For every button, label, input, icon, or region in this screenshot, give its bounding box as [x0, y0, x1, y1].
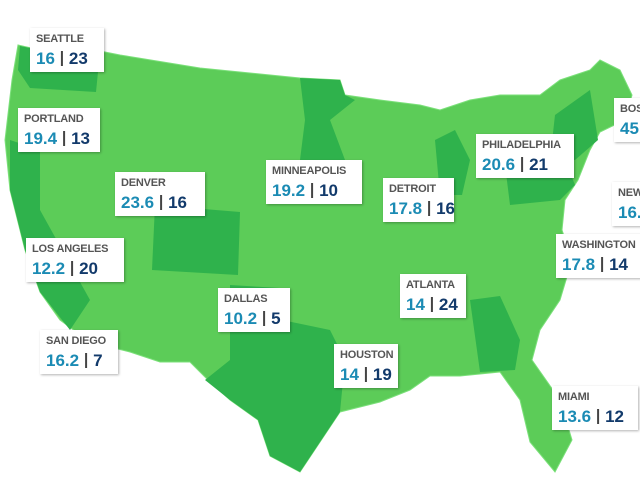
california — [10, 140, 90, 330]
value-a: 10.2 — [224, 309, 257, 328]
value-b: 13 — [71, 129, 90, 148]
value-a: 17.8 — [389, 199, 422, 218]
city-label: DALLAS 10.2 5 — [218, 288, 290, 332]
colorado — [152, 205, 240, 275]
label-box — [26, 238, 124, 282]
city-label: PORTLAND 19.4 13 — [18, 108, 100, 152]
city-name: MINNEAPOLIS — [272, 165, 346, 177]
value-a: 16 — [36, 49, 55, 68]
georgia — [470, 296, 520, 372]
city-label: DENVER 23.6 16 — [115, 172, 205, 216]
value-a: 13.6 — [558, 407, 591, 426]
label-box — [266, 160, 362, 204]
city-label: WASHINGTON 17.8 14 — [556, 234, 640, 278]
value-b: 12 — [605, 407, 624, 426]
highlighted-states — [10, 42, 598, 472]
value-a: 12.2 — [32, 259, 65, 278]
city-name: WASHINGTON — [562, 239, 636, 251]
value-b: 14 — [609, 255, 628, 274]
city-name: ATLANTA — [406, 279, 455, 291]
separator — [60, 51, 63, 66]
city-label: NEW YORK 16.8 — [612, 182, 640, 226]
label-box — [30, 28, 104, 72]
value-b: 23 — [69, 49, 88, 68]
value-b: 7 — [93, 351, 102, 370]
city-name: HOUSTON — [340, 349, 394, 361]
city-name: SAN DIEGO — [46, 335, 107, 347]
label-box — [556, 234, 640, 278]
city-label: SAN DIEGO 16.2 7 — [40, 330, 118, 374]
city-label: LOS ANGELES 12.2 20 — [26, 238, 124, 282]
separator — [71, 261, 74, 276]
city-name: PHILADELPHIA — [482, 139, 561, 151]
city-name: DETROIT — [389, 183, 436, 195]
city-name: LOS ANGELES — [32, 243, 108, 255]
value-b: 16 — [436, 199, 455, 218]
separator — [160, 195, 163, 210]
label-box — [614, 98, 640, 142]
city-label: SEATTLE 16 23 — [30, 28, 104, 72]
city-name: SEATTLE — [36, 33, 84, 45]
us-outline — [4, 41, 633, 473]
label-box — [552, 386, 638, 430]
value-a: 17.8 — [562, 255, 595, 274]
city-label: PHILADELPHIA 20.6 21 — [476, 134, 574, 178]
city-name: DENVER — [121, 177, 166, 189]
value-a: 16.8 — [618, 203, 640, 222]
value-b: 16 — [168, 193, 187, 212]
label-box — [18, 108, 100, 152]
value-b: 10 — [319, 181, 338, 200]
city-name: BOSTON — [620, 103, 640, 115]
label-box — [476, 134, 574, 178]
city-label: HOUSTON 14 19 — [334, 344, 398, 388]
separator — [364, 367, 367, 382]
value-b: 19 — [373, 365, 392, 384]
value-a: 16.2 — [46, 351, 79, 370]
city-name: NEW YORK — [618, 187, 640, 199]
label-box — [40, 330, 118, 374]
separator — [85, 353, 88, 368]
separator — [311, 183, 314, 198]
city-label: ATLANTA 14 24 — [400, 274, 466, 318]
label-box — [218, 288, 290, 332]
value-b: 21 — [529, 155, 548, 174]
city-name: DALLAS — [224, 293, 267, 305]
separator — [263, 311, 266, 326]
city-labels: SEATTLE 16 23 PORTLAND 19.4 13 DENVER 23.6 16 LOS… — [18, 28, 640, 430]
value-b: 20 — [79, 259, 98, 278]
separator — [63, 131, 66, 146]
separator — [601, 257, 604, 272]
city-name: MIAMI — [558, 391, 590, 403]
city-label: MINNEAPOLIS 19.2 10 — [266, 160, 362, 204]
value-a: 14 — [406, 295, 425, 314]
city-name: PORTLAND — [24, 113, 84, 125]
city-label: MIAMI 13.6 12 — [552, 386, 638, 430]
separator — [597, 409, 600, 424]
value-a: 45 — [620, 119, 639, 138]
label-box — [115, 172, 205, 216]
label-box — [612, 182, 640, 226]
minnesota — [300, 78, 355, 160]
value-b: 24 — [439, 295, 458, 314]
value-a: 14 — [340, 365, 359, 384]
value-a: 19.2 — [272, 181, 305, 200]
value-b: 5 — [271, 309, 280, 328]
city-label: DETROIT 17.8 16 — [383, 178, 455, 222]
label-box — [400, 274, 466, 318]
city-label: BOSTON 45 — [614, 98, 640, 142]
label-box — [383, 178, 454, 222]
separator — [521, 157, 524, 172]
separator — [430, 297, 433, 312]
value-a: 20.6 — [482, 155, 515, 174]
separator — [428, 201, 431, 216]
value-a: 19.4 — [24, 129, 58, 148]
value-a: 23.6 — [121, 193, 154, 212]
